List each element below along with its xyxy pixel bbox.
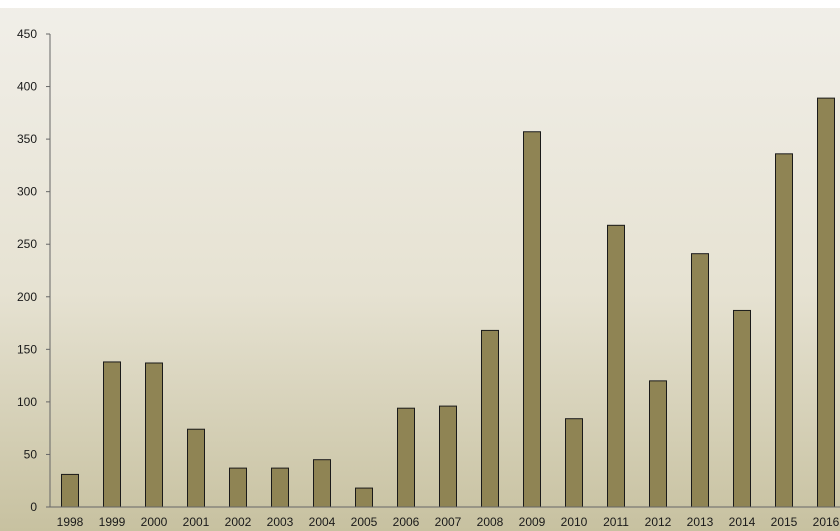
x-tick-label-2001: 2001 (183, 515, 210, 529)
y-tick-label: 400 (17, 80, 37, 94)
x-tick-label-2007: 2007 (435, 515, 462, 529)
y-tick-label: 200 (17, 290, 37, 304)
bar-2011 (607, 224, 625, 508)
x-tick-label-2010: 2010 (561, 515, 588, 529)
y-tick-label: 450 (17, 27, 37, 41)
x-tick-label-1998: 1998 (57, 515, 84, 529)
y-tick-label: 250 (17, 237, 37, 251)
bar-2001 (187, 428, 205, 508)
x-tick-label-2002: 2002 (225, 515, 252, 529)
y-axis: 0 50 100 150 200 250 300 350 400 450 (17, 27, 51, 514)
bar-2009 (523, 131, 541, 508)
bar-2008 (481, 329, 499, 508)
y-tick-label: 150 (17, 342, 37, 356)
bar-1999 (103, 361, 121, 508)
x-tick-label-2014: 2014 (729, 515, 756, 529)
x-tick-label-2005: 2005 (351, 515, 378, 529)
y-tick-label: 50 (24, 447, 38, 461)
bar-2016 (817, 97, 835, 508)
bar-2004 (313, 459, 331, 508)
x-tick-label-2012: 2012 (645, 515, 672, 529)
x-tick-label-2004: 2004 (309, 515, 336, 529)
bar-2005 (355, 487, 373, 508)
bar-2012 (649, 380, 667, 508)
y-tick-label: 100 (17, 395, 37, 409)
bar-2010 (565, 418, 583, 508)
bar-2000 (145, 362, 163, 508)
x-tick-label-2006: 2006 (393, 515, 420, 529)
y-tick-label: 0 (30, 500, 37, 514)
x-tick-label-2008: 2008 (477, 515, 504, 529)
bar-2013 (691, 253, 709, 508)
x-tick-label-2015: 2015 (771, 515, 798, 529)
x-axis: 1998 1999 2000 2001 2002 2003 2004 2005 2006 2007… (50, 506, 840, 529)
bar-2002 (229, 467, 247, 508)
y-tick-label: 350 (17, 132, 37, 146)
x-tick-label-2003: 2003 (267, 515, 294, 529)
x-tick-label-2016: 2016 (813, 515, 840, 529)
x-tick-label-2013: 2013 (687, 515, 714, 529)
bars-group (61, 97, 835, 508)
x-tick-label-2000: 2000 (141, 515, 168, 529)
bar-2003 (271, 467, 289, 508)
x-tick-label-2011: 2011 (603, 515, 629, 529)
y-tick-label: 300 (17, 185, 37, 199)
x-tick-label-1999: 1999 (99, 515, 126, 529)
bar-2014 (733, 309, 751, 508)
x-tick-label-2009: 2009 (519, 515, 546, 529)
bar-2007 (439, 405, 457, 508)
bar-1998 (61, 473, 79, 508)
top-white-band (0, 0, 840, 8)
bar-2006 (397, 407, 415, 508)
bar-2015 (775, 153, 793, 508)
